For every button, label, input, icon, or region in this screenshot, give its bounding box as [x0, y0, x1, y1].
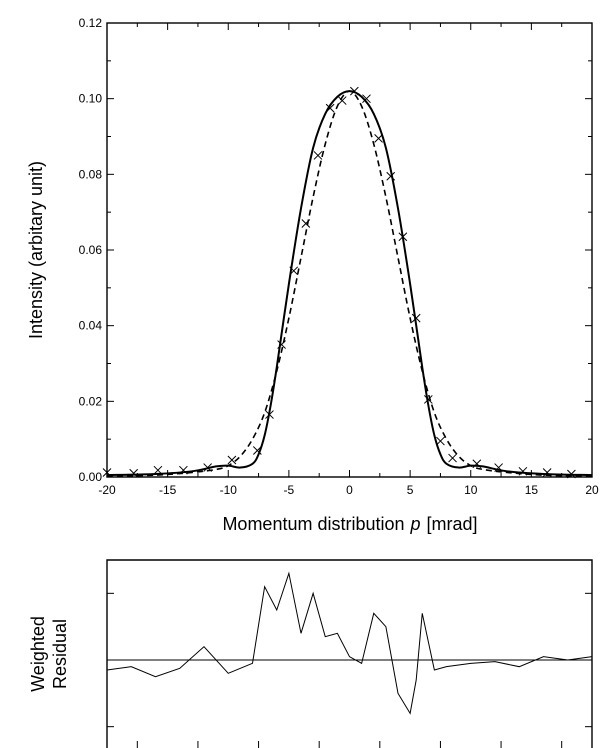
data-point-marker: [313, 151, 323, 160]
data-point-marker: [436, 436, 445, 446]
residual-y-axis-title-line2: Residual: [50, 619, 70, 689]
data-point-marker: [518, 466, 528, 476]
x-tick-label: 20: [585, 483, 599, 497]
main-x-ticks: -20 -15 -10 -5 0 5 10 15 20: [98, 23, 599, 497]
x-tick-label: 15: [525, 483, 539, 497]
data-point-marker: [472, 459, 482, 469]
x-tick-label: 5: [407, 483, 414, 497]
data-point-marker: [252, 446, 262, 455]
fit-curve-solid: [106, 90, 593, 477]
marker-series: [102, 86, 576, 479]
data-point-marker: [301, 219, 311, 228]
data-point-marker: [289, 266, 299, 276]
data-point-marker: [494, 463, 503, 472]
residual-series-group: [106, 571, 593, 715]
data-point-marker: [153, 465, 163, 475]
data-point-marker: [411, 313, 421, 323]
y-tick-label: 0.00: [79, 470, 103, 484]
data-point-marker: [337, 96, 347, 105]
x-tick-label: -5: [284, 483, 295, 497]
y-tick-label: 0.10: [79, 92, 103, 106]
data-point-marker: [374, 134, 383, 143]
y-tick-label: 0.08: [79, 167, 103, 181]
data-point-marker: [179, 465, 188, 475]
x-tick-label: 10: [464, 483, 478, 497]
data-point-marker: [203, 463, 212, 472]
data-point-marker: [398, 232, 408, 242]
main-y-axis-title: Intensity (arbitary unit): [26, 161, 46, 339]
x-tick-label: -15: [159, 483, 177, 497]
residual-plot-frame: [106, 559, 593, 748]
y-tick-label: 0.02: [79, 394, 103, 408]
data-point-marker: [362, 94, 371, 104]
x-tick-label: 0: [346, 483, 353, 497]
residual-chart: Weighted Residual: [28, 559, 593, 748]
main-series-group: [102, 86, 593, 479]
y-tick-label: 0.04: [79, 319, 103, 333]
main-x-axis-title: Momentum distribution p [mrad]: [222, 514, 477, 534]
main-chart: -20 -15 -10 -5 0 5 10 15 20 0.00 0.02 0.04 0.06 0.08…: [26, 16, 599, 534]
data-point-marker: [325, 103, 335, 113]
main-y-ticks: 0.00 0.02 0.04 0.06 0.08 0.10 0.12: [79, 16, 592, 484]
data-point-marker: [349, 86, 359, 96]
data-point-marker: [277, 340, 286, 349]
data-point-marker: [542, 468, 552, 477]
data-point-marker: [386, 171, 396, 181]
data-point-marker: [448, 453, 457, 463]
residual-ticks: [107, 592, 592, 748]
x-tick-label: -20: [98, 483, 116, 497]
y-tick-label: 0.12: [79, 16, 103, 30]
data-point-marker: [265, 410, 274, 419]
residual-line: [106, 571, 593, 715]
data-point-marker: [129, 468, 139, 478]
main-x-axis-symbol: p: [410, 514, 421, 534]
residual-y-axis-title-line1: Weighted: [28, 616, 48, 692]
main-x-axis-unit: [mrad]: [427, 514, 478, 534]
x-tick-label: -10: [220, 483, 238, 497]
data-point-marker: [227, 455, 237, 465]
y-tick-label: 0.06: [79, 243, 103, 257]
fit-curve-dashed: [106, 90, 593, 478]
main-x-axis-title-text: Momentum distribution: [222, 514, 404, 534]
data-point-marker: [423, 395, 433, 404]
